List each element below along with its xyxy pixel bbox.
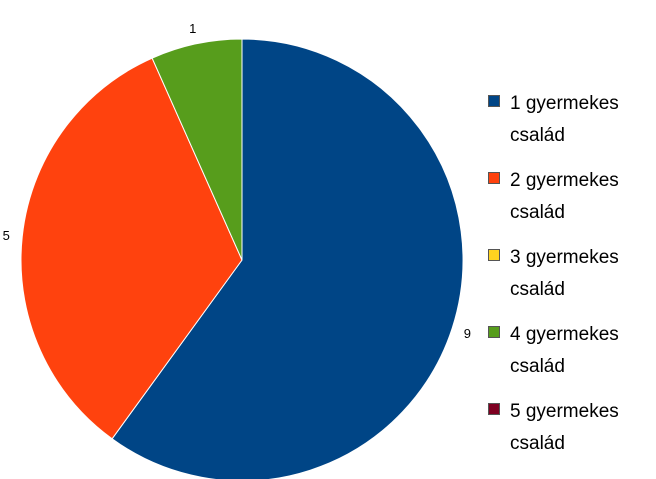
legend: 1 gyermekes család 2 gyermekes család 3 gy…	[488, 88, 656, 473]
pie-slice	[111, 38, 464, 479]
data-label: 9	[464, 326, 471, 341]
legend-label: 2 gyermekes család	[510, 170, 619, 223]
legend-label: 5 gyermekes család	[510, 401, 619, 454]
pie-slice	[20, 57, 243, 440]
legend-swatch	[488, 326, 500, 338]
data-label: 5	[3, 228, 10, 243]
legend-item: 5 gyermekes család	[488, 396, 656, 473]
legend-swatch	[488, 95, 500, 107]
legend-swatch	[488, 403, 500, 415]
legend-swatch	[488, 172, 500, 184]
legend-label: 3 gyermekes család	[510, 247, 619, 300]
legend-label: 1 gyermekes család	[510, 93, 619, 146]
legend-item: 1 gyermekes család	[488, 88, 656, 165]
pie-slice	[151, 38, 243, 261]
legend-item: 2 gyermekes család	[488, 165, 656, 242]
pie-data-labels: 9 5 1	[3, 21, 471, 341]
pie-slices	[20, 38, 464, 479]
legend-swatch	[488, 249, 500, 261]
legend-item: 4 gyermekes család	[488, 319, 656, 396]
data-label: 1	[189, 21, 196, 36]
legend-label: 4 gyermekes család	[510, 324, 619, 377]
legend-item: 3 gyermekes család	[488, 242, 656, 319]
